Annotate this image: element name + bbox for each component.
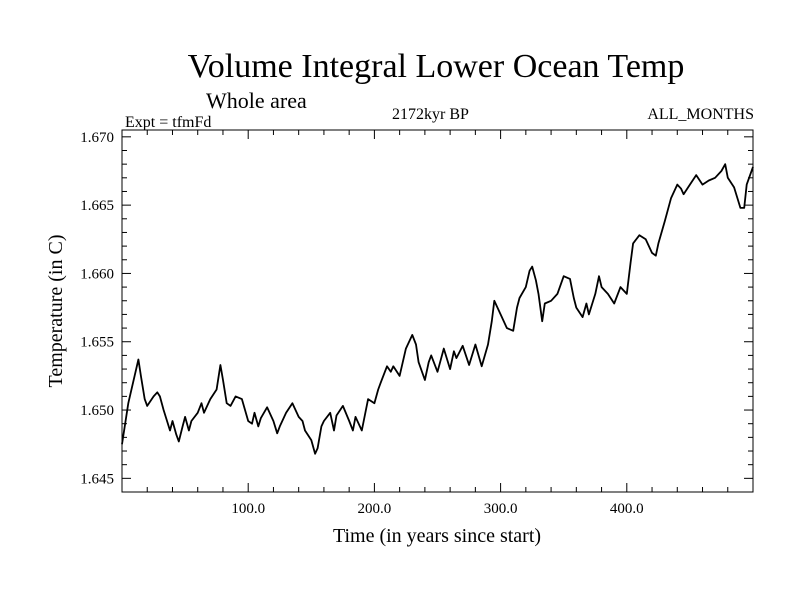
- tick-labels-layer: 1.645 1.650 1.655 1.660 1.665 1.670 100.0 200.0…: [80, 130, 643, 517]
- x-axis-label: Time (in years since start): [333, 525, 541, 547]
- y-tick-label: 1.650: [80, 403, 114, 419]
- y-tick-label: 1.665: [80, 198, 114, 214]
- y-tick-label: 1.660: [80, 266, 114, 282]
- series-layer: [121, 163, 754, 455]
- y-tick-label: 1.670: [80, 130, 114, 146]
- months-label: ALL_MONTHS: [647, 106, 754, 123]
- y-axis-label: Temperature (in C): [45, 235, 67, 388]
- chart-title: Volume Integral Lower Ocean Temp: [187, 48, 685, 85]
- series-line: [121, 163, 754, 455]
- x-tick-label: 200.0: [358, 501, 392, 517]
- experiment-label: Expt = tfmFd: [125, 114, 212, 131]
- x-tick-label: 400.0: [610, 501, 644, 517]
- y-tick-label: 1.655: [80, 335, 114, 351]
- period-label: 2172kyr BP: [392, 106, 469, 123]
- x-tick-label: 300.0: [484, 501, 518, 517]
- ticks-layer: [121, 130, 754, 493]
- x-tick-label: 100.0: [231, 501, 265, 517]
- y-tick-label: 1.645: [80, 471, 114, 487]
- chart-subtitle: Whole area: [206, 88, 307, 113]
- plot-frame: [121, 129, 754, 493]
